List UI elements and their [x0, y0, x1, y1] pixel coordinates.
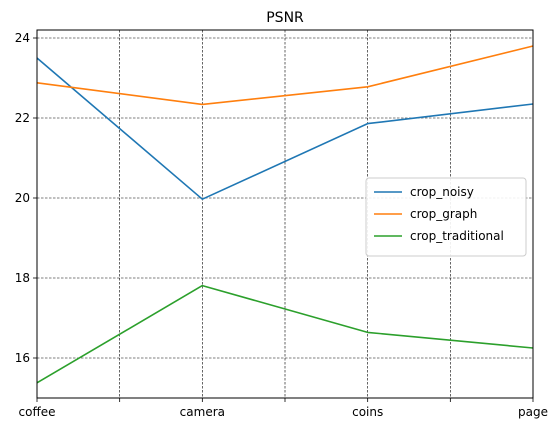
series-line-crop-noisy	[36, 57, 534, 200]
y-tick-label: 20	[15, 191, 30, 205]
x-tick-label: page	[518, 405, 548, 419]
legend-box	[365, 177, 527, 257]
y-tick-label: 16	[15, 351, 30, 365]
x-tick-label: coins	[352, 405, 383, 419]
series-line-crop-traditional	[36, 284, 534, 384]
x-tick-label: camera	[180, 405, 225, 419]
y-axis: 16 18 20 22 24	[15, 31, 37, 365]
y-tick-label: 24	[15, 31, 30, 45]
y-tick-label: 18	[15, 271, 30, 285]
series-lines	[36, 45, 534, 384]
legend-label: crop_traditional	[410, 229, 504, 243]
legend-label: crop_graph	[410, 207, 477, 221]
series-line-crop-graph	[36, 45, 534, 106]
legend-label: crop_noisy	[410, 185, 474, 199]
x-axis: coffee camera coins page	[19, 398, 548, 419]
chart-title: PSNR	[266, 10, 304, 26]
y-tick-label: 22	[15, 111, 30, 125]
legend: crop_noisy crop_graph crop_traditional	[365, 177, 527, 257]
x-tick-label: coffee	[19, 405, 56, 419]
